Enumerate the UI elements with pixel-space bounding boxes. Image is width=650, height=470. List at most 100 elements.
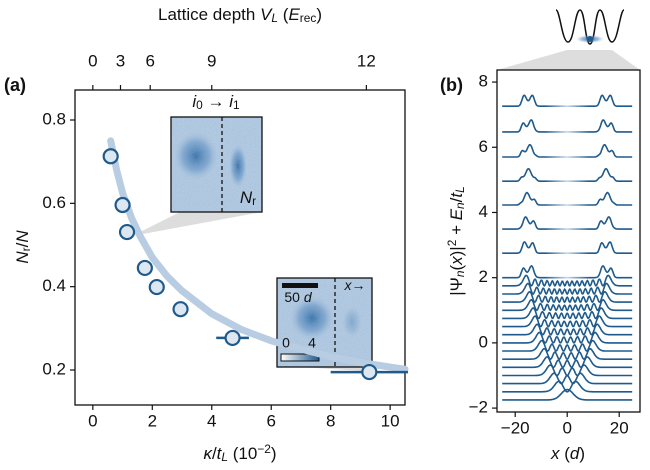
label-part: −2 [257, 442, 271, 456]
label-part: κ [203, 444, 213, 463]
x-tick-label: 8 [326, 411, 335, 430]
label-part: L [221, 450, 228, 464]
y-tick-label: 0.8 [42, 109, 66, 128]
label-part: n [453, 270, 467, 277]
label-part: t [217, 444, 223, 463]
data-point [114, 196, 131, 214]
wavefunction [502, 215, 633, 230]
top-tick-label: 3 [116, 51, 125, 70]
label-part: ( [559, 444, 570, 463]
x-tick-label: 2 [148, 411, 157, 430]
wavefunction [502, 290, 633, 304]
y-tick-label: 0 [479, 332, 488, 351]
label-part: N [13, 251, 32, 264]
label-part: |Ψ [447, 277, 466, 296]
wavefunction [502, 119, 633, 133]
inset-title: i0 → i1 [192, 92, 240, 112]
colorbar-tick-label: 4 [308, 335, 316, 351]
label-part: t [447, 192, 466, 198]
y-tick-label: 0.4 [42, 276, 66, 295]
wavefunction [502, 282, 633, 296]
top-tick-label: 9 [207, 51, 216, 70]
label-part: 1 [233, 98, 240, 112]
top-tick-label: 12 [357, 51, 376, 70]
x-axis-label: x (d) [550, 444, 585, 463]
top-tick-label: 6 [145, 51, 154, 70]
label-part: ( [278, 5, 289, 24]
wavefunction [502, 339, 633, 352]
x-tick-label: 6 [266, 411, 275, 430]
wavefunction [502, 94, 633, 107]
plot-frame [74, 89, 406, 406]
wavefunction [502, 323, 633, 336]
wavefunction [502, 380, 633, 393]
inset-image [276, 277, 373, 368]
label-part: / [212, 444, 217, 463]
x-tick-label: 0 [88, 411, 97, 430]
x-tick-label: 10 [381, 411, 400, 430]
label-part: 50 [284, 289, 303, 305]
label-part: 0 [196, 98, 203, 112]
x-tick-label: 0 [562, 418, 571, 437]
label-part: → [352, 277, 366, 293]
wavefunction [502, 264, 633, 279]
label-part: (10 [228, 444, 257, 463]
wavefunction [502, 356, 633, 369]
y-tick-label: 0.2 [42, 359, 66, 378]
y-tick-label: 0.6 [42, 193, 66, 212]
wavefunction [502, 348, 633, 361]
label-part: N [13, 230, 32, 243]
y-tick-label: 8 [479, 72, 488, 91]
wavefunction [502, 167, 633, 182]
wavefunction [502, 315, 633, 328]
plot-frame [496, 69, 641, 413]
label-part: L [453, 186, 467, 193]
label-part: E [447, 208, 466, 220]
data-point [361, 363, 378, 381]
wavefunction [502, 191, 633, 206]
label-part: ) [579, 444, 585, 463]
wavefunction [502, 298, 633, 312]
y-tick-label: 6 [479, 137, 488, 156]
wavefunction [502, 331, 633, 344]
label-part: d [304, 289, 313, 305]
data-point [102, 148, 119, 165]
wavefunction [502, 307, 633, 320]
top-axis-label: Lattice depth VL (Erec) [158, 5, 322, 25]
label-part: ( [447, 265, 466, 271]
label-part: Lattice depth [158, 5, 260, 24]
label-part: / [13, 242, 32, 247]
wavefunction [502, 274, 633, 288]
data-point [148, 278, 165, 296]
wavefunction [502, 364, 633, 377]
scale-bar-label: 50 d [284, 289, 312, 305]
label-part: → [203, 92, 229, 111]
x-tick-label: 4 [207, 411, 216, 430]
label-part: ) [316, 5, 322, 24]
inset-label: Nr [240, 188, 256, 208]
label-part: V [260, 5, 273, 24]
y-tick-label: −2 [469, 398, 488, 417]
label-part: r [252, 194, 256, 208]
y-tick-label: 4 [479, 202, 488, 221]
axis-arrow: x→ [344, 277, 366, 293]
label-part: i [229, 92, 234, 111]
label-part: ) [271, 444, 277, 463]
data-point [224, 329, 241, 347]
inset-image [170, 116, 263, 213]
label-part: N [240, 188, 253, 207]
wavefunction [502, 388, 633, 401]
data-point [172, 301, 189, 318]
panel-label: (a) [4, 75, 26, 95]
top-tick-label: 0 [88, 51, 97, 70]
label-part: x [447, 256, 466, 266]
label-part: E [288, 5, 300, 24]
label-part: / [447, 197, 466, 202]
label-part: 2 [445, 239, 459, 246]
data-point [136, 259, 153, 277]
x-tick-label: −20 [501, 418, 530, 437]
zoom-wedge [132, 212, 262, 236]
label-part: L [271, 11, 278, 25]
label-part: + [447, 220, 466, 239]
